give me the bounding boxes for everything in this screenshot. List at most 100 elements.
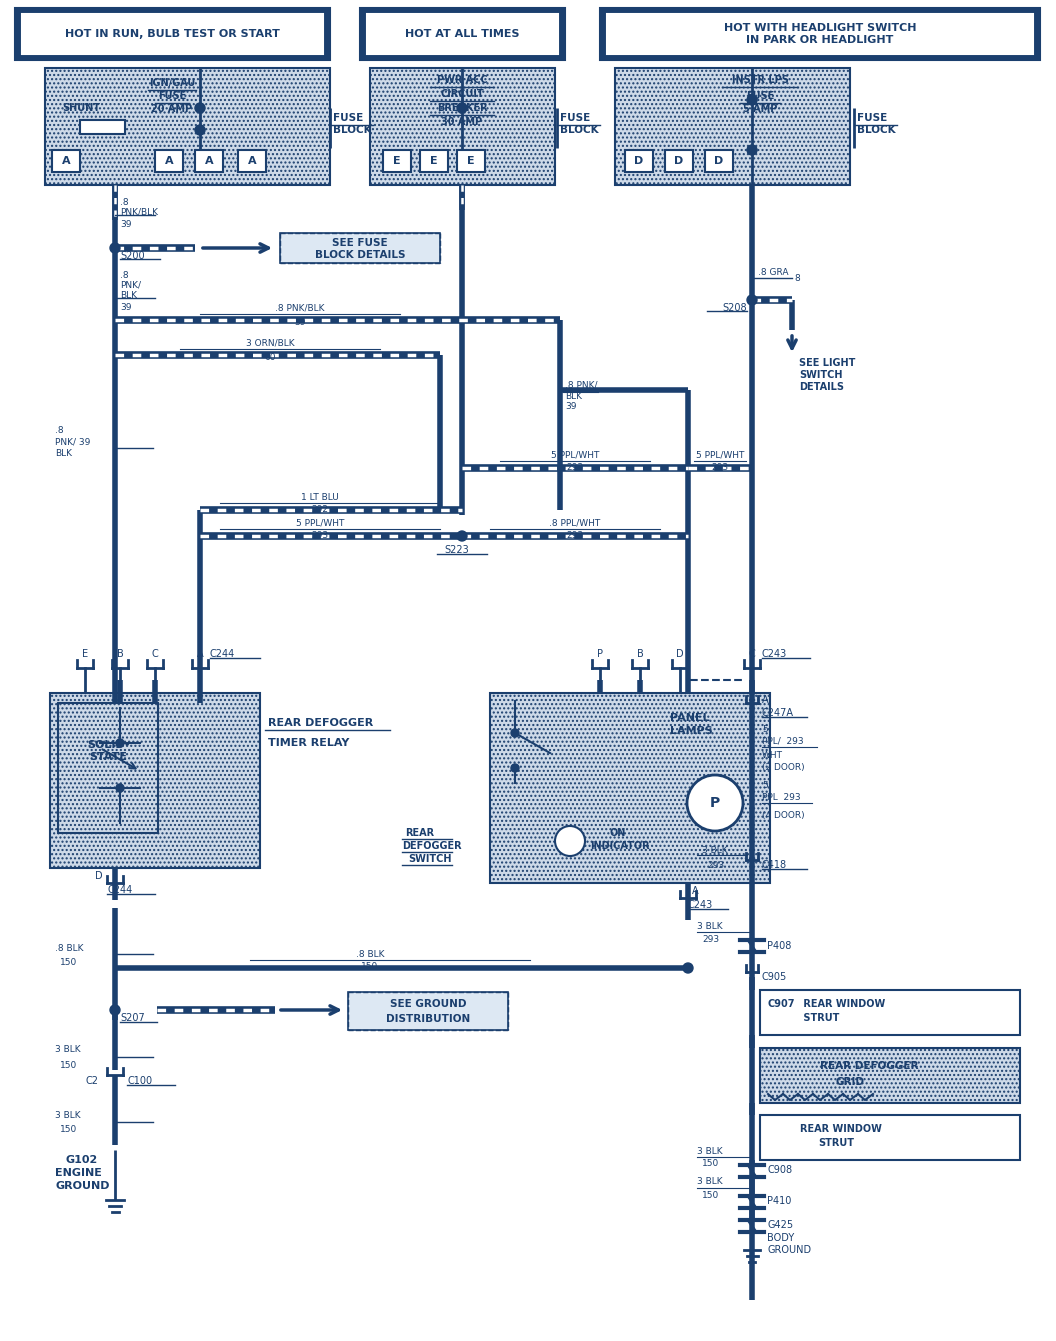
Text: BLOCK: BLOCK bbox=[333, 125, 372, 135]
Text: 5 AMP: 5 AMP bbox=[742, 105, 777, 114]
Circle shape bbox=[747, 145, 757, 156]
Circle shape bbox=[457, 531, 467, 540]
Text: FUSE: FUSE bbox=[333, 113, 363, 123]
Text: 150: 150 bbox=[361, 961, 379, 971]
Text: DISTRIBUTION: DISTRIBUTION bbox=[385, 1014, 470, 1025]
Text: E: E bbox=[393, 156, 401, 166]
Text: FUSE: FUSE bbox=[560, 113, 590, 123]
Text: 293: 293 bbox=[312, 531, 328, 539]
Circle shape bbox=[511, 764, 518, 772]
Text: STRUT: STRUT bbox=[818, 1139, 854, 1148]
Text: 3 BLK: 3 BLK bbox=[697, 921, 722, 931]
Text: 293: 293 bbox=[712, 463, 729, 472]
Text: .8 PNK/: .8 PNK/ bbox=[565, 381, 598, 389]
Text: 150: 150 bbox=[702, 1160, 719, 1168]
Text: G102: G102 bbox=[65, 1155, 97, 1165]
Text: FUSE: FUSE bbox=[158, 91, 186, 101]
Text: A: A bbox=[248, 156, 257, 166]
Text: 39: 39 bbox=[565, 401, 577, 410]
Text: REAR WINDOW: REAR WINDOW bbox=[800, 1124, 882, 1134]
Text: .8 BLK: .8 BLK bbox=[55, 944, 83, 952]
Text: 8: 8 bbox=[794, 274, 799, 283]
Text: 292: 292 bbox=[312, 504, 328, 514]
Text: 3 ORN/BLK: 3 ORN/BLK bbox=[246, 338, 295, 347]
Text: REAR: REAR bbox=[406, 827, 434, 838]
Bar bbox=[15, 8, 329, 60]
Text: A: A bbox=[692, 886, 699, 896]
Text: PANEL: PANEL bbox=[670, 713, 710, 723]
Bar bbox=[760, 1049, 1020, 1104]
Text: C2: C2 bbox=[84, 1075, 98, 1086]
Text: TIMER RELAY: TIMER RELAY bbox=[268, 738, 350, 748]
Text: 5 PPL/WHT: 5 PPL/WHT bbox=[696, 451, 744, 460]
Circle shape bbox=[555, 826, 585, 856]
Bar bbox=[383, 150, 411, 172]
Text: BLK: BLK bbox=[120, 291, 137, 299]
Text: A: A bbox=[196, 649, 204, 658]
Text: GROUND: GROUND bbox=[767, 1244, 811, 1255]
Text: LAMPS: LAMPS bbox=[670, 725, 713, 736]
Circle shape bbox=[747, 95, 757, 105]
Text: 293: 293 bbox=[708, 861, 724, 869]
Text: D: D bbox=[635, 156, 643, 166]
Text: S223: S223 bbox=[445, 544, 469, 555]
Text: C100: C100 bbox=[127, 1075, 152, 1086]
Bar bbox=[665, 150, 693, 172]
Text: PNK/: PNK/ bbox=[120, 280, 142, 290]
Text: BLOCK: BLOCK bbox=[560, 125, 599, 135]
Bar bbox=[22, 13, 323, 54]
Text: ENGINE: ENGINE bbox=[55, 1168, 101, 1177]
Text: 30 AMP: 30 AMP bbox=[441, 117, 483, 127]
Circle shape bbox=[195, 125, 205, 135]
Bar bbox=[625, 150, 653, 172]
Text: C: C bbox=[749, 649, 755, 658]
Bar bbox=[195, 150, 223, 172]
Text: PPL  293: PPL 293 bbox=[762, 793, 800, 802]
Text: 5 PPL/WHT: 5 PPL/WHT bbox=[551, 451, 599, 460]
Text: A: A bbox=[165, 156, 173, 166]
Bar bbox=[367, 13, 558, 54]
Text: C243: C243 bbox=[689, 900, 713, 911]
Text: PPL/  293: PPL/ 293 bbox=[762, 736, 804, 746]
Text: BLK: BLK bbox=[565, 392, 582, 401]
Bar bbox=[600, 8, 1040, 60]
Text: .8 GRA: .8 GRA bbox=[758, 267, 789, 276]
Text: A: A bbox=[205, 156, 213, 166]
Text: PWR ACC: PWR ACC bbox=[436, 75, 488, 84]
Text: DEFOGGER: DEFOGGER bbox=[402, 841, 461, 852]
Text: FUSE: FUSE bbox=[746, 91, 774, 101]
Text: S200: S200 bbox=[120, 251, 145, 261]
Text: 3 BLK: 3 BLK bbox=[55, 1110, 80, 1120]
Text: P: P bbox=[710, 797, 720, 810]
Text: SEE GROUND: SEE GROUND bbox=[390, 999, 467, 1008]
Text: B: B bbox=[637, 649, 643, 658]
Bar bbox=[50, 693, 260, 868]
Text: D: D bbox=[675, 156, 683, 166]
Text: (4 DOOR): (4 DOOR) bbox=[762, 810, 805, 819]
Bar bbox=[280, 233, 440, 263]
Text: E: E bbox=[467, 156, 475, 166]
Text: .8: .8 bbox=[120, 271, 129, 279]
Text: HOT IN RUN, BULB TEST OR START: HOT IN RUN, BULB TEST OR START bbox=[64, 30, 280, 39]
Circle shape bbox=[683, 963, 693, 974]
Text: B: B bbox=[116, 649, 124, 658]
Text: A: A bbox=[61, 156, 71, 166]
Bar bbox=[80, 119, 125, 134]
Text: FUSE: FUSE bbox=[857, 113, 887, 123]
Text: 3 BLK: 3 BLK bbox=[702, 845, 728, 854]
Text: P410: P410 bbox=[767, 1196, 791, 1206]
Text: STRUT: STRUT bbox=[800, 1012, 840, 1023]
Text: D: D bbox=[676, 649, 684, 658]
Text: IGN/GAU: IGN/GAU bbox=[149, 78, 195, 89]
Bar bbox=[607, 13, 1033, 54]
Text: C247A: C247A bbox=[762, 708, 794, 717]
Text: .8: .8 bbox=[55, 425, 63, 434]
Text: A: A bbox=[762, 695, 769, 705]
Text: C: C bbox=[152, 649, 158, 658]
Text: D: D bbox=[714, 156, 723, 166]
Text: PNK/ 39: PNK/ 39 bbox=[55, 437, 91, 447]
Text: HOT AT ALL TIMES: HOT AT ALL TIMES bbox=[404, 30, 520, 39]
Text: 3 BLK: 3 BLK bbox=[697, 1177, 722, 1187]
Text: BLOCK DETAILS: BLOCK DETAILS bbox=[315, 249, 406, 260]
Text: REAR DEFOGGER: REAR DEFOGGER bbox=[821, 1061, 919, 1071]
